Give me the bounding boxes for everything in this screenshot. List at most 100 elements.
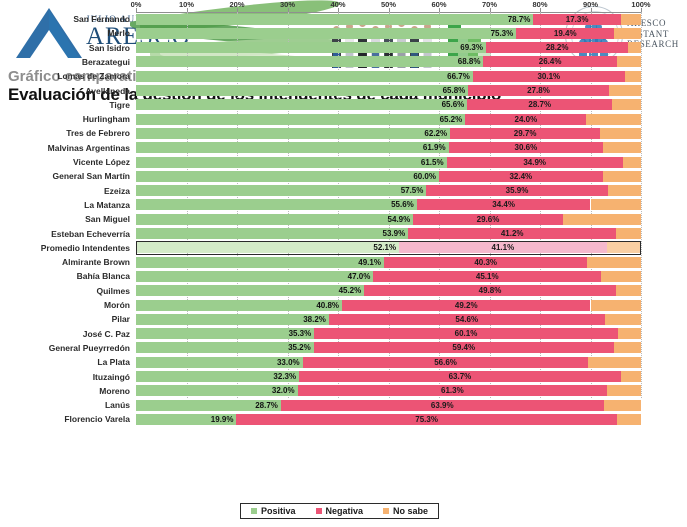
bar-segment-positiva <box>136 99 468 111</box>
bar-row: Lanús 28.7% 63.9% <box>105 398 641 412</box>
bar-value-positiva: 47.0% <box>347 271 371 281</box>
bar-segment-no-sabe <box>616 413 641 425</box>
bar-row: Hurlingham 65.2% 24.0% <box>83 112 641 126</box>
bar-value-negativa: 41.1% <box>491 243 515 253</box>
bar-segment-no-sabe <box>600 127 641 139</box>
bar-segment-positiva <box>136 199 417 211</box>
bar-value-negativa: 34.4% <box>492 200 515 210</box>
bar-value-negativa: 45.1% <box>475 271 499 281</box>
bar-row: Morón 40.8% 49.2% <box>104 298 641 312</box>
bar-row: General Pueyrredón 35.2% 59.4% <box>49 341 641 355</box>
bar-value-negativa: 28.7% <box>528 100 552 110</box>
bar-segment-no-sabe <box>588 356 641 368</box>
bar-segment-negativa <box>465 113 587 125</box>
bar-segment-positiva <box>136 56 484 68</box>
bar-value-positiva: 57.5% <box>400 186 424 196</box>
bar-segment-no-sabe <box>603 142 641 154</box>
x-axis-tick <box>186 8 188 12</box>
bar-value-positiva: 35.2% <box>288 343 311 353</box>
bar-value-positiva: 40.8% <box>316 300 340 310</box>
bar-value-negativa: 35.9% <box>505 186 529 196</box>
bar-value-negativa: 34.9% <box>523 157 547 167</box>
bar-segment-no-sabe <box>607 385 641 397</box>
bar-segment-no-sabe <box>622 156 641 168</box>
bar-value-positiva: 61.5% <box>420 157 444 167</box>
bar-row: Florencio Varela 19.9% 75.3% <box>64 412 641 426</box>
x-axis-tick-label: 40% <box>330 0 346 9</box>
bar-segment-negativa <box>314 328 618 340</box>
legend-label: Negativa <box>325 506 364 516</box>
row-label: Almirante Brown <box>61 257 130 268</box>
row-label: Vicente López <box>73 157 130 167</box>
bar-segment-no-sabe <box>587 256 641 268</box>
bar-value-negativa: 24.0% <box>514 114 538 124</box>
x-axis-tick-label: 30% <box>279 0 296 9</box>
bar-row: Ituzaingó 32.3% 63.7% <box>93 370 641 384</box>
bar-segment-negativa <box>472 70 625 82</box>
bar-segment-positiva <box>136 13 534 25</box>
bar-value-negativa: 63.7% <box>448 372 472 382</box>
bar-segment-negativa <box>450 127 601 139</box>
x-axis-tick-label: 0% <box>130 0 142 9</box>
bar-segment-no-sabe <box>603 399 641 411</box>
bar-segment-no-sabe <box>590 299 641 311</box>
bar-segment-negativa <box>416 199 591 211</box>
bar-value-positiva: 60.0% <box>413 171 436 181</box>
row-label: Pilar <box>111 314 130 325</box>
bar-value-negativa: 29.6% <box>476 214 500 224</box>
logo-right-line2: INSTANT <box>627 28 669 39</box>
bar-segment-no-sabe <box>604 313 641 325</box>
bar-segment-negativa <box>468 85 609 97</box>
bar-segment-positiva <box>136 42 486 54</box>
bar-segment-negativa <box>313 342 614 354</box>
logo-right-line3: RESEARCH <box>627 39 679 49</box>
bar-segment-negativa <box>483 56 617 68</box>
row-label: Hurlingham <box>82 114 130 125</box>
bar-segment-no-sabe <box>616 56 641 68</box>
bar-segment-negativa <box>328 313 605 325</box>
bar-segment-positiva <box>136 285 365 297</box>
bar-segment-positiva <box>136 371 300 383</box>
bar-value-negativa: 49.8% <box>478 286 502 296</box>
row-label: San Fernando <box>73 14 130 24</box>
row-label: Esteban Echeverría <box>51 228 130 239</box>
bar-row: San Fernando 78.7% 17.3% <box>73 12 641 26</box>
bar-segment-positiva <box>136 170 439 182</box>
bar-segment-positiva <box>136 399 281 411</box>
x-axis-tick <box>641 8 642 12</box>
row-label: Lanús <box>104 400 130 411</box>
bar-value-negativa: 63.9% <box>430 400 454 410</box>
bar-segment-no-sabe <box>615 285 641 297</box>
bar-segment-positiva <box>136 385 298 397</box>
bar-value-positiva: 55.6% <box>391 200 414 210</box>
bar-segment-negativa <box>533 13 621 25</box>
x-axis-tick <box>136 8 137 12</box>
x-axis-tick-label: 80% <box>532 0 548 9</box>
logo-figure-head-icon <box>595 24 602 30</box>
row-label: Ituzaingó <box>92 371 130 382</box>
bar-segment-negativa <box>426 185 608 197</box>
row-label: La Plata <box>97 357 130 368</box>
x-axis-tick-label: 60% <box>431 0 447 9</box>
bar-segment-positiva <box>136 113 466 125</box>
bar-row: Quilmes 45.2% 49.8% <box>96 284 641 298</box>
bar-value-negativa: 30.1% <box>537 71 561 81</box>
bar-segment-no-sabe <box>586 113 641 125</box>
bar-value-positiva: 38.2% <box>303 314 326 324</box>
bar-segment-no-sabe <box>614 27 641 39</box>
bar-segment-negativa <box>448 142 604 154</box>
x-axis-tick <box>439 8 440 12</box>
bar-segment-positiva <box>136 185 427 197</box>
bar-row: San Isidro 69.3% 28.2% <box>89 41 641 55</box>
highlight-outline <box>136 241 641 255</box>
logo-pretitle: JULIO AURELIO <box>86 14 168 24</box>
bar-value-negativa: 17.3% <box>565 14 589 24</box>
bar-row: General San Martín 60.0% 32.4% <box>53 169 641 183</box>
logo-figure-head-icon <box>584 24 591 30</box>
triangle-logo-icon <box>16 8 82 62</box>
plot-area: San Fernando 78.7% 17.3% Merlo 75.3% 19.4% San… <box>41 12 642 425</box>
row-label: Lomas de Zamora <box>57 71 130 82</box>
bar-segment-positiva <box>136 342 314 354</box>
bar-segment-no-sabe <box>620 13 641 25</box>
bar-segment-positiva <box>136 213 414 225</box>
